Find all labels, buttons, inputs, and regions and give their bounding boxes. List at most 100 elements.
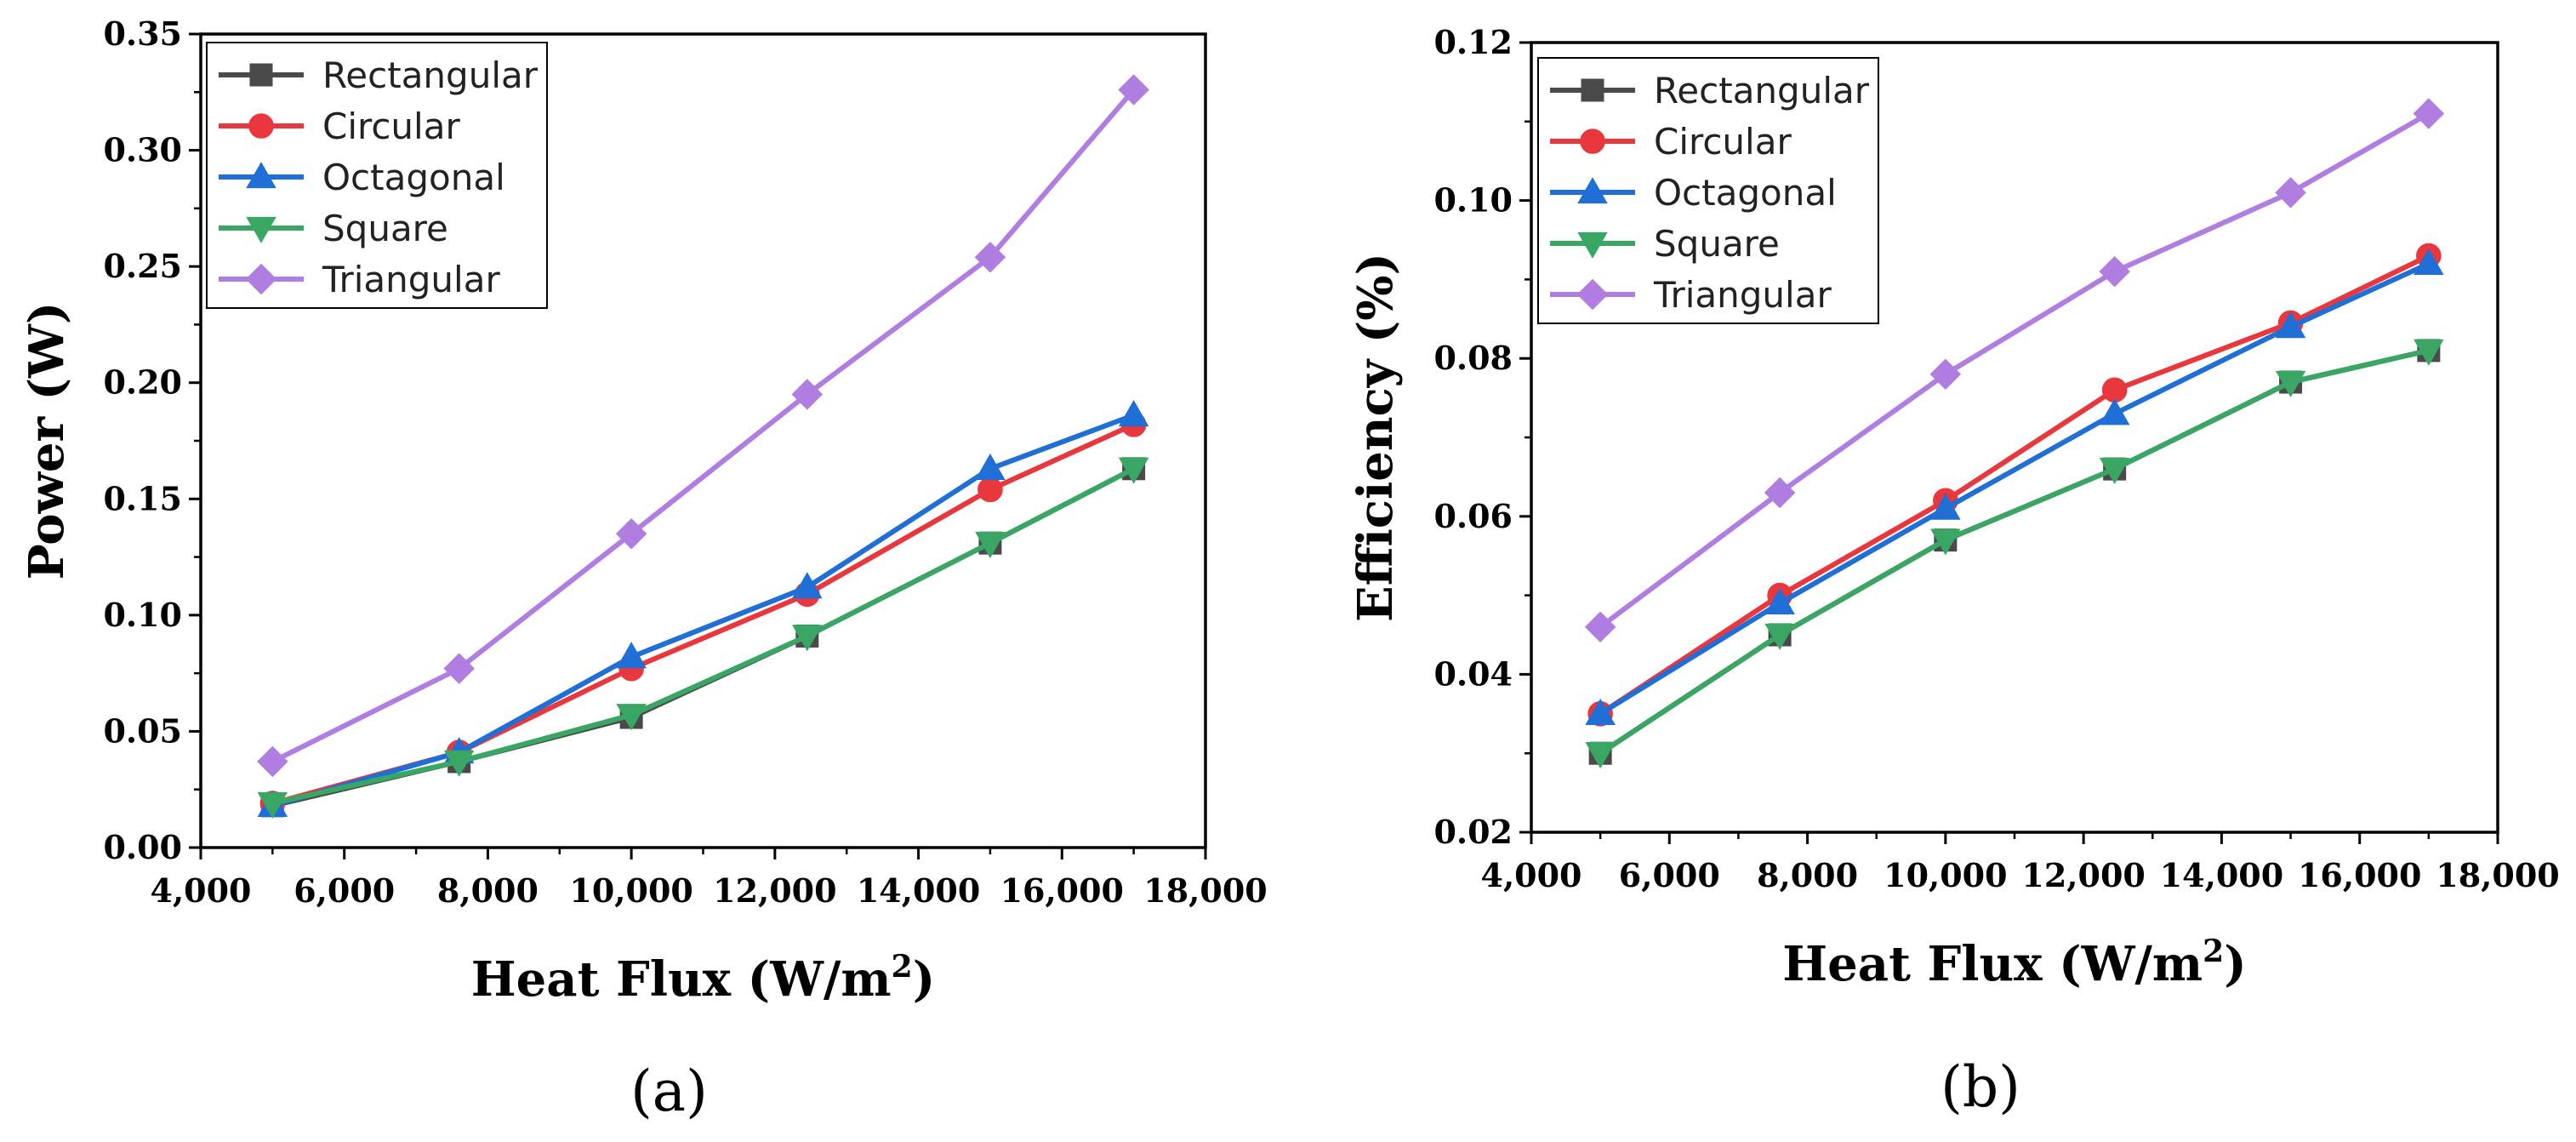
legend-marker <box>1577 231 1608 259</box>
x-tick-label: 18,000 <box>2436 856 2559 894</box>
data-point <box>257 791 288 819</box>
data-point <box>1764 477 1796 509</box>
y-tick-label: 0.02 <box>1433 813 1513 851</box>
data-point <box>2414 248 2444 276</box>
data-point <box>1118 74 1149 106</box>
x-tick-label: 12,000 <box>2021 856 2145 894</box>
legend-marker <box>246 162 276 189</box>
data-point <box>2099 398 2130 425</box>
x-tick-label: 4,000 <box>151 871 252 910</box>
data-point <box>2275 177 2306 208</box>
series-triangular <box>1584 98 2445 642</box>
legend: Rectangular Circular Octagonal Square Triang… <box>206 42 548 309</box>
data-point <box>1584 611 1616 642</box>
panel-label: (b) <box>1941 1054 2020 1120</box>
x-tick-label: 16,000 <box>2298 856 2421 894</box>
series-octagonal <box>1585 248 2444 725</box>
series-line <box>1599 347 2430 756</box>
legend-label: Circular <box>322 106 460 147</box>
legend-label: Octagonal <box>1654 172 1837 214</box>
data-point <box>1764 623 1795 650</box>
legend-label: Circular <box>1654 121 1792 163</box>
x-tick-label: 18,000 <box>1143 871 1267 910</box>
legend-label: Square <box>322 208 448 249</box>
data-point <box>1118 457 1149 484</box>
y-axis-title: Efficiency (%) <box>1348 253 1404 622</box>
y-tick-label: 0.20 <box>103 363 182 402</box>
y-axis-title: Power (W) <box>19 302 75 580</box>
x-axis-title: Heat Flux (W/m2) <box>471 949 935 1008</box>
data-point <box>1930 528 1961 556</box>
series-line <box>271 422 1135 806</box>
data-point <box>1930 493 1961 520</box>
x-tick-label: 10,000 <box>569 871 692 910</box>
x-tick-label: 10,000 <box>1884 856 2007 894</box>
legend-label: Rectangular <box>1654 70 1870 111</box>
data-point <box>977 477 1003 503</box>
series-triangular <box>257 74 1149 778</box>
y-tick-label: 0.10 <box>1433 181 1513 220</box>
y-tick-label: 0.10 <box>103 596 182 634</box>
data-point <box>792 572 823 599</box>
data-point <box>615 518 647 550</box>
series-line <box>271 413 1135 808</box>
chart-panel-b: 4,000 6,000 8,000 10,000 12,000 14,000 16,000 1… <box>1348 23 2560 1120</box>
series-line <box>1599 347 2430 756</box>
data-point <box>1585 742 1616 769</box>
series-line <box>1599 261 2431 717</box>
legend-marker <box>1576 278 1609 311</box>
data-point <box>2099 255 2130 288</box>
y-tick-label: 0.00 <box>103 828 182 866</box>
series-circular <box>259 412 1147 816</box>
x-tick-label: 6,000 <box>1619 856 1720 894</box>
legend-label: Triangular <box>322 259 500 300</box>
y-tick-label: 0.25 <box>103 247 182 285</box>
series-line <box>1599 253 2431 717</box>
series-square <box>257 457 1149 819</box>
legend-marker <box>245 263 277 295</box>
series-line <box>1599 111 2431 630</box>
y-tick-label: 0.04 <box>1433 654 1513 693</box>
x-tick-label: 4,000 <box>1481 856 1582 894</box>
x-tick-label: 6,000 <box>294 871 395 910</box>
y-tick-label: 0.06 <box>1433 497 1513 535</box>
x-tick-label: 12,000 <box>713 871 836 910</box>
y-tick-label: 0.30 <box>103 131 182 169</box>
data-point <box>974 241 1006 273</box>
x-tick-label: 8,000 <box>437 871 539 910</box>
legend-label: Square <box>1654 223 1780 265</box>
data-point <box>2275 311 2306 339</box>
x-tick-label: 8,000 <box>1757 856 1858 894</box>
series-octagonal <box>257 400 1149 818</box>
data-point <box>2275 370 2306 397</box>
x-axis-title: Heat Flux (W/m2) <box>1782 934 2246 992</box>
data-point <box>443 750 475 777</box>
legend-marker <box>246 216 276 243</box>
data-point <box>2099 457 2130 485</box>
y-tick-label: 0.08 <box>1433 339 1513 377</box>
data-point <box>2413 98 2445 129</box>
data-point <box>1585 698 1616 725</box>
data-point <box>792 625 823 652</box>
chart-panel-a: 4,000 6,000 8,000 10,000 12,000 14,000 16,000 1… <box>19 14 1268 1124</box>
data-point <box>257 745 288 778</box>
data-point <box>2414 339 2444 366</box>
data-point <box>616 704 647 731</box>
data-point <box>975 453 1006 480</box>
data-point <box>791 379 824 410</box>
y-tick-label: 0.35 <box>103 14 182 53</box>
data-point <box>1118 400 1149 427</box>
legend-label: Triangular <box>1653 274 1832 316</box>
data-point <box>616 642 647 669</box>
legend-label: Octagonal <box>322 157 505 198</box>
x-tick-label: 16,000 <box>1000 871 1124 910</box>
legend-label: Rectangular <box>322 54 539 96</box>
data-point <box>443 653 475 684</box>
y-tick-label: 0.05 <box>103 711 182 750</box>
y-tick-label: 0.12 <box>1433 23 1513 61</box>
y-tick-label: 0.15 <box>103 479 182 517</box>
x-tick-label: 14,000 <box>2160 856 2283 894</box>
data-point <box>975 532 1006 559</box>
panel-label: (a) <box>630 1059 708 1124</box>
